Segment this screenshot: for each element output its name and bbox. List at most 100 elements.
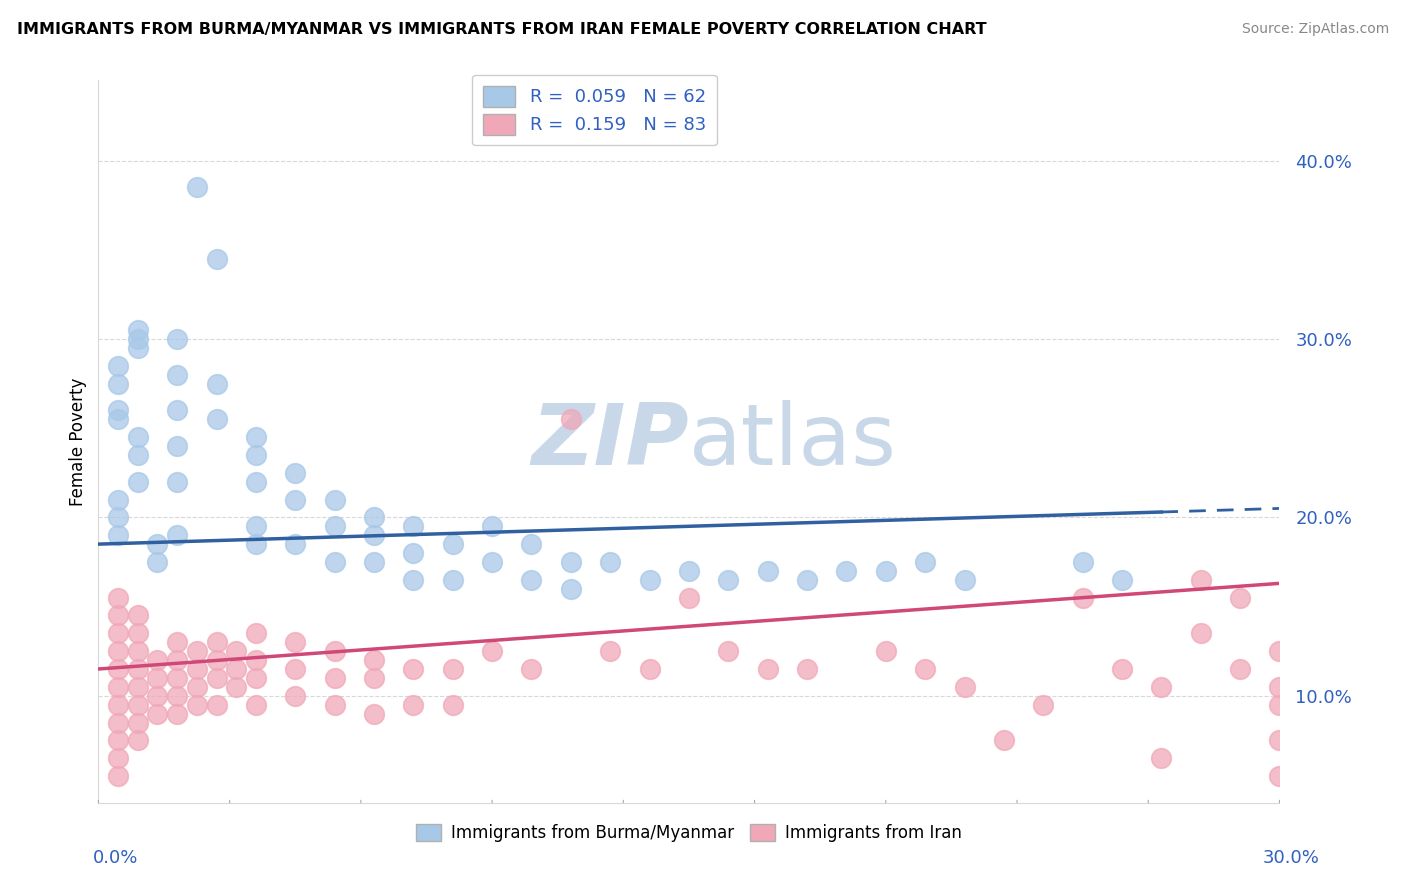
Point: [560, 555, 582, 569]
Point: [107, 626, 129, 640]
Point: [107, 662, 129, 676]
Point: [402, 698, 425, 712]
Point: [127, 680, 149, 694]
Point: [205, 698, 228, 712]
Point: [127, 323, 149, 337]
Point: [146, 689, 169, 703]
Point: [1268, 680, 1291, 694]
Point: [323, 644, 346, 658]
Point: [146, 537, 169, 551]
Point: [127, 475, 149, 489]
Point: [166, 475, 188, 489]
Point: [481, 519, 503, 533]
Point: [363, 528, 385, 542]
Text: Source: ZipAtlas.com: Source: ZipAtlas.com: [1241, 22, 1389, 37]
Point: [363, 706, 385, 721]
Point: [1268, 698, 1291, 712]
Point: [599, 555, 621, 569]
Text: atlas: atlas: [689, 400, 897, 483]
Point: [1229, 662, 1251, 676]
Text: ZIP: ZIP: [531, 400, 689, 483]
Point: [107, 403, 129, 417]
Point: [1229, 591, 1251, 605]
Point: [166, 439, 188, 453]
Point: [323, 698, 346, 712]
Point: [146, 555, 169, 569]
Point: [146, 671, 169, 685]
Point: [166, 528, 188, 542]
Point: [441, 537, 464, 551]
Point: [127, 341, 149, 355]
Point: [245, 626, 267, 640]
Point: [245, 671, 267, 685]
Point: [875, 564, 897, 578]
Point: [402, 662, 425, 676]
Point: [127, 644, 149, 658]
Point: [481, 555, 503, 569]
Point: [914, 555, 936, 569]
Point: [717, 573, 740, 587]
Point: [107, 510, 129, 524]
Point: [107, 733, 129, 747]
Point: [1032, 698, 1054, 712]
Point: [127, 662, 149, 676]
Point: [1268, 644, 1291, 658]
Point: [127, 608, 149, 623]
Point: [127, 430, 149, 444]
Point: [205, 653, 228, 667]
Point: [107, 644, 129, 658]
Point: [796, 573, 818, 587]
Point: [186, 644, 208, 658]
Point: [560, 582, 582, 596]
Point: [323, 555, 346, 569]
Point: [107, 769, 129, 783]
Point: [107, 591, 129, 605]
Point: [166, 368, 188, 382]
Point: [284, 689, 307, 703]
Legend: Immigrants from Burma/Myanmar, Immigrants from Iran: Immigrants from Burma/Myanmar, Immigrant…: [409, 817, 969, 848]
Point: [127, 733, 149, 747]
Point: [166, 706, 188, 721]
Point: [127, 448, 149, 462]
Y-axis label: Female Poverty: Female Poverty: [69, 377, 87, 506]
Point: [284, 635, 307, 649]
Point: [638, 573, 661, 587]
Point: [245, 698, 267, 712]
Point: [835, 564, 858, 578]
Point: [146, 653, 169, 667]
Point: [993, 733, 1015, 747]
Point: [107, 492, 129, 507]
Point: [107, 359, 129, 373]
Point: [127, 332, 149, 346]
Point: [402, 546, 425, 560]
Point: [638, 662, 661, 676]
Point: [245, 475, 267, 489]
Point: [166, 671, 188, 685]
Point: [1189, 573, 1212, 587]
Point: [107, 608, 129, 623]
Point: [1111, 573, 1133, 587]
Point: [323, 519, 346, 533]
Point: [127, 698, 149, 712]
Text: 30.0%: 30.0%: [1263, 849, 1319, 867]
Point: [363, 510, 385, 524]
Text: 0.0%: 0.0%: [93, 849, 138, 867]
Point: [1189, 626, 1212, 640]
Point: [166, 689, 188, 703]
Point: [1150, 751, 1173, 765]
Point: [520, 573, 543, 587]
Point: [914, 662, 936, 676]
Point: [402, 573, 425, 587]
Point: [1268, 733, 1291, 747]
Point: [245, 537, 267, 551]
Point: [166, 635, 188, 649]
Point: [363, 555, 385, 569]
Point: [245, 653, 267, 667]
Point: [560, 412, 582, 426]
Point: [1071, 591, 1094, 605]
Point: [205, 412, 228, 426]
Point: [1150, 680, 1173, 694]
Point: [107, 528, 129, 542]
Point: [363, 671, 385, 685]
Point: [107, 751, 129, 765]
